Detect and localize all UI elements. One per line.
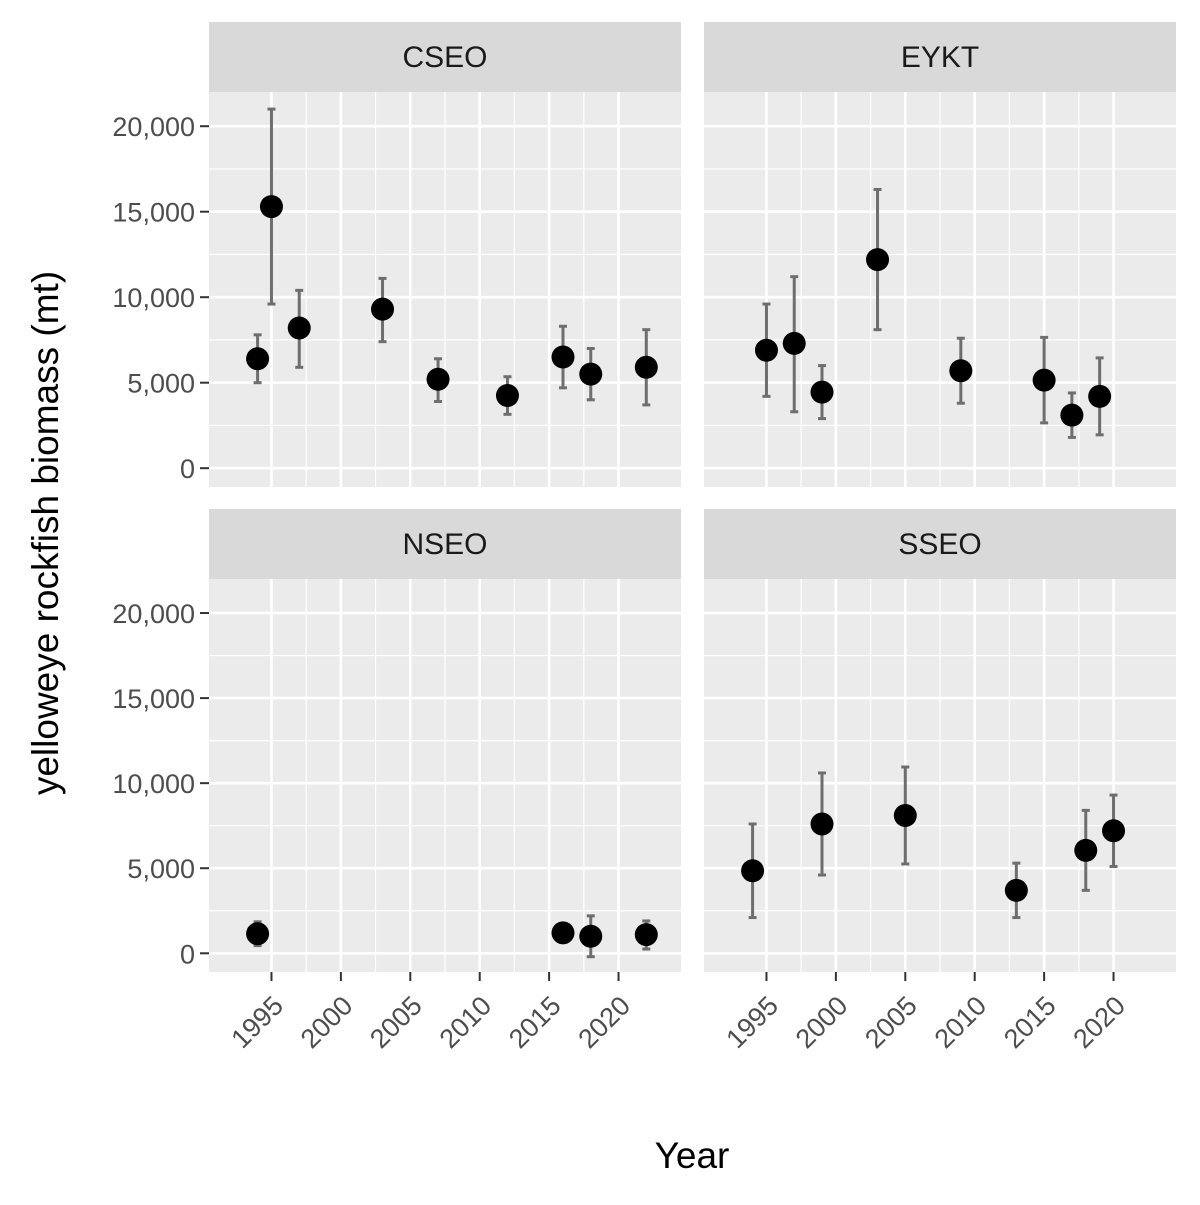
x-tick-label: 2015 <box>998 990 1062 1054</box>
strip-nseo <box>209 509 681 579</box>
strip-eykt <box>704 22 1176 92</box>
data-point <box>246 922 270 946</box>
x-tick-label: 2020 <box>572 990 636 1054</box>
x-tick-label: 1995 <box>720 990 784 1054</box>
data-point <box>426 367 450 391</box>
y-tick-label: 15,000 <box>112 198 195 228</box>
data-point <box>259 195 283 219</box>
data-point <box>579 924 603 948</box>
y-axis-title: yelloweye rockfish biomass (mt) <box>25 271 66 795</box>
strip-label-sseo: SSEO <box>898 528 981 561</box>
data-point <box>782 331 806 355</box>
strip-cseo <box>209 22 681 92</box>
x-tick-label: 2015 <box>503 990 567 1054</box>
x-tick-label: 2005 <box>364 990 428 1054</box>
data-point <box>754 338 778 362</box>
data-point <box>1088 384 1112 408</box>
data-point <box>551 921 575 945</box>
panel-eykt: EYKT <box>704 22 1176 487</box>
data-point <box>371 297 395 321</box>
data-point <box>1004 878 1028 902</box>
data-point <box>1102 819 1126 843</box>
data-point <box>579 362 603 386</box>
x-tick-label: 2005 <box>859 990 923 1054</box>
x-axis-title: Year <box>655 1135 730 1176</box>
data-point <box>810 812 834 836</box>
x-tick-label: 2010 <box>929 990 993 1054</box>
y-tick-label: 20,000 <box>112 599 195 629</box>
panel-sseo: SSEO 1995 2000 2005 2010 2015 2020 <box>704 509 1176 1054</box>
y-tick-label: 15,000 <box>112 684 195 714</box>
data-point <box>246 347 270 371</box>
data-point <box>1032 368 1056 392</box>
data-point <box>1074 838 1098 862</box>
data-point <box>866 248 890 272</box>
y-tick-label: 10,000 <box>112 769 195 799</box>
strip-label-nseo: NSEO <box>402 528 487 561</box>
x-tick-label: 2020 <box>1067 990 1131 1054</box>
y-tick-label: 10,000 <box>112 283 195 313</box>
strip-label-eykt: EYKT <box>901 41 979 74</box>
data-point <box>810 380 834 404</box>
data-point <box>741 859 765 883</box>
data-point <box>634 355 658 379</box>
x-tick-label: 2010 <box>434 990 498 1054</box>
data-point <box>1060 403 1084 427</box>
panel-cseo: CSEO 0 5,000 10,000 15,000 20,000 <box>112 22 681 487</box>
x-tick-label: 2000 <box>295 990 359 1054</box>
data-point <box>551 345 575 369</box>
y-tick-label: 0 <box>180 454 195 484</box>
x-tick-label: 1995 <box>225 990 289 1054</box>
x-tick-label: 2000 <box>790 990 854 1054</box>
y-tick-label: 5,000 <box>127 369 195 399</box>
data-point <box>634 923 658 947</box>
panel-nseo: NSEO 0 5,000 10,000 15,000 20,000 1995 2000 2005… <box>112 509 681 1054</box>
y-tick-label: 0 <box>180 939 195 969</box>
data-point <box>495 384 519 408</box>
data-point <box>287 316 311 340</box>
data-point <box>949 359 973 383</box>
strip-label-cseo: CSEO <box>402 41 487 74</box>
y-tick-label: 5,000 <box>127 854 195 884</box>
y-tick-label: 20,000 <box>112 112 195 142</box>
data-point <box>893 803 917 827</box>
strip-sseo <box>704 509 1176 579</box>
